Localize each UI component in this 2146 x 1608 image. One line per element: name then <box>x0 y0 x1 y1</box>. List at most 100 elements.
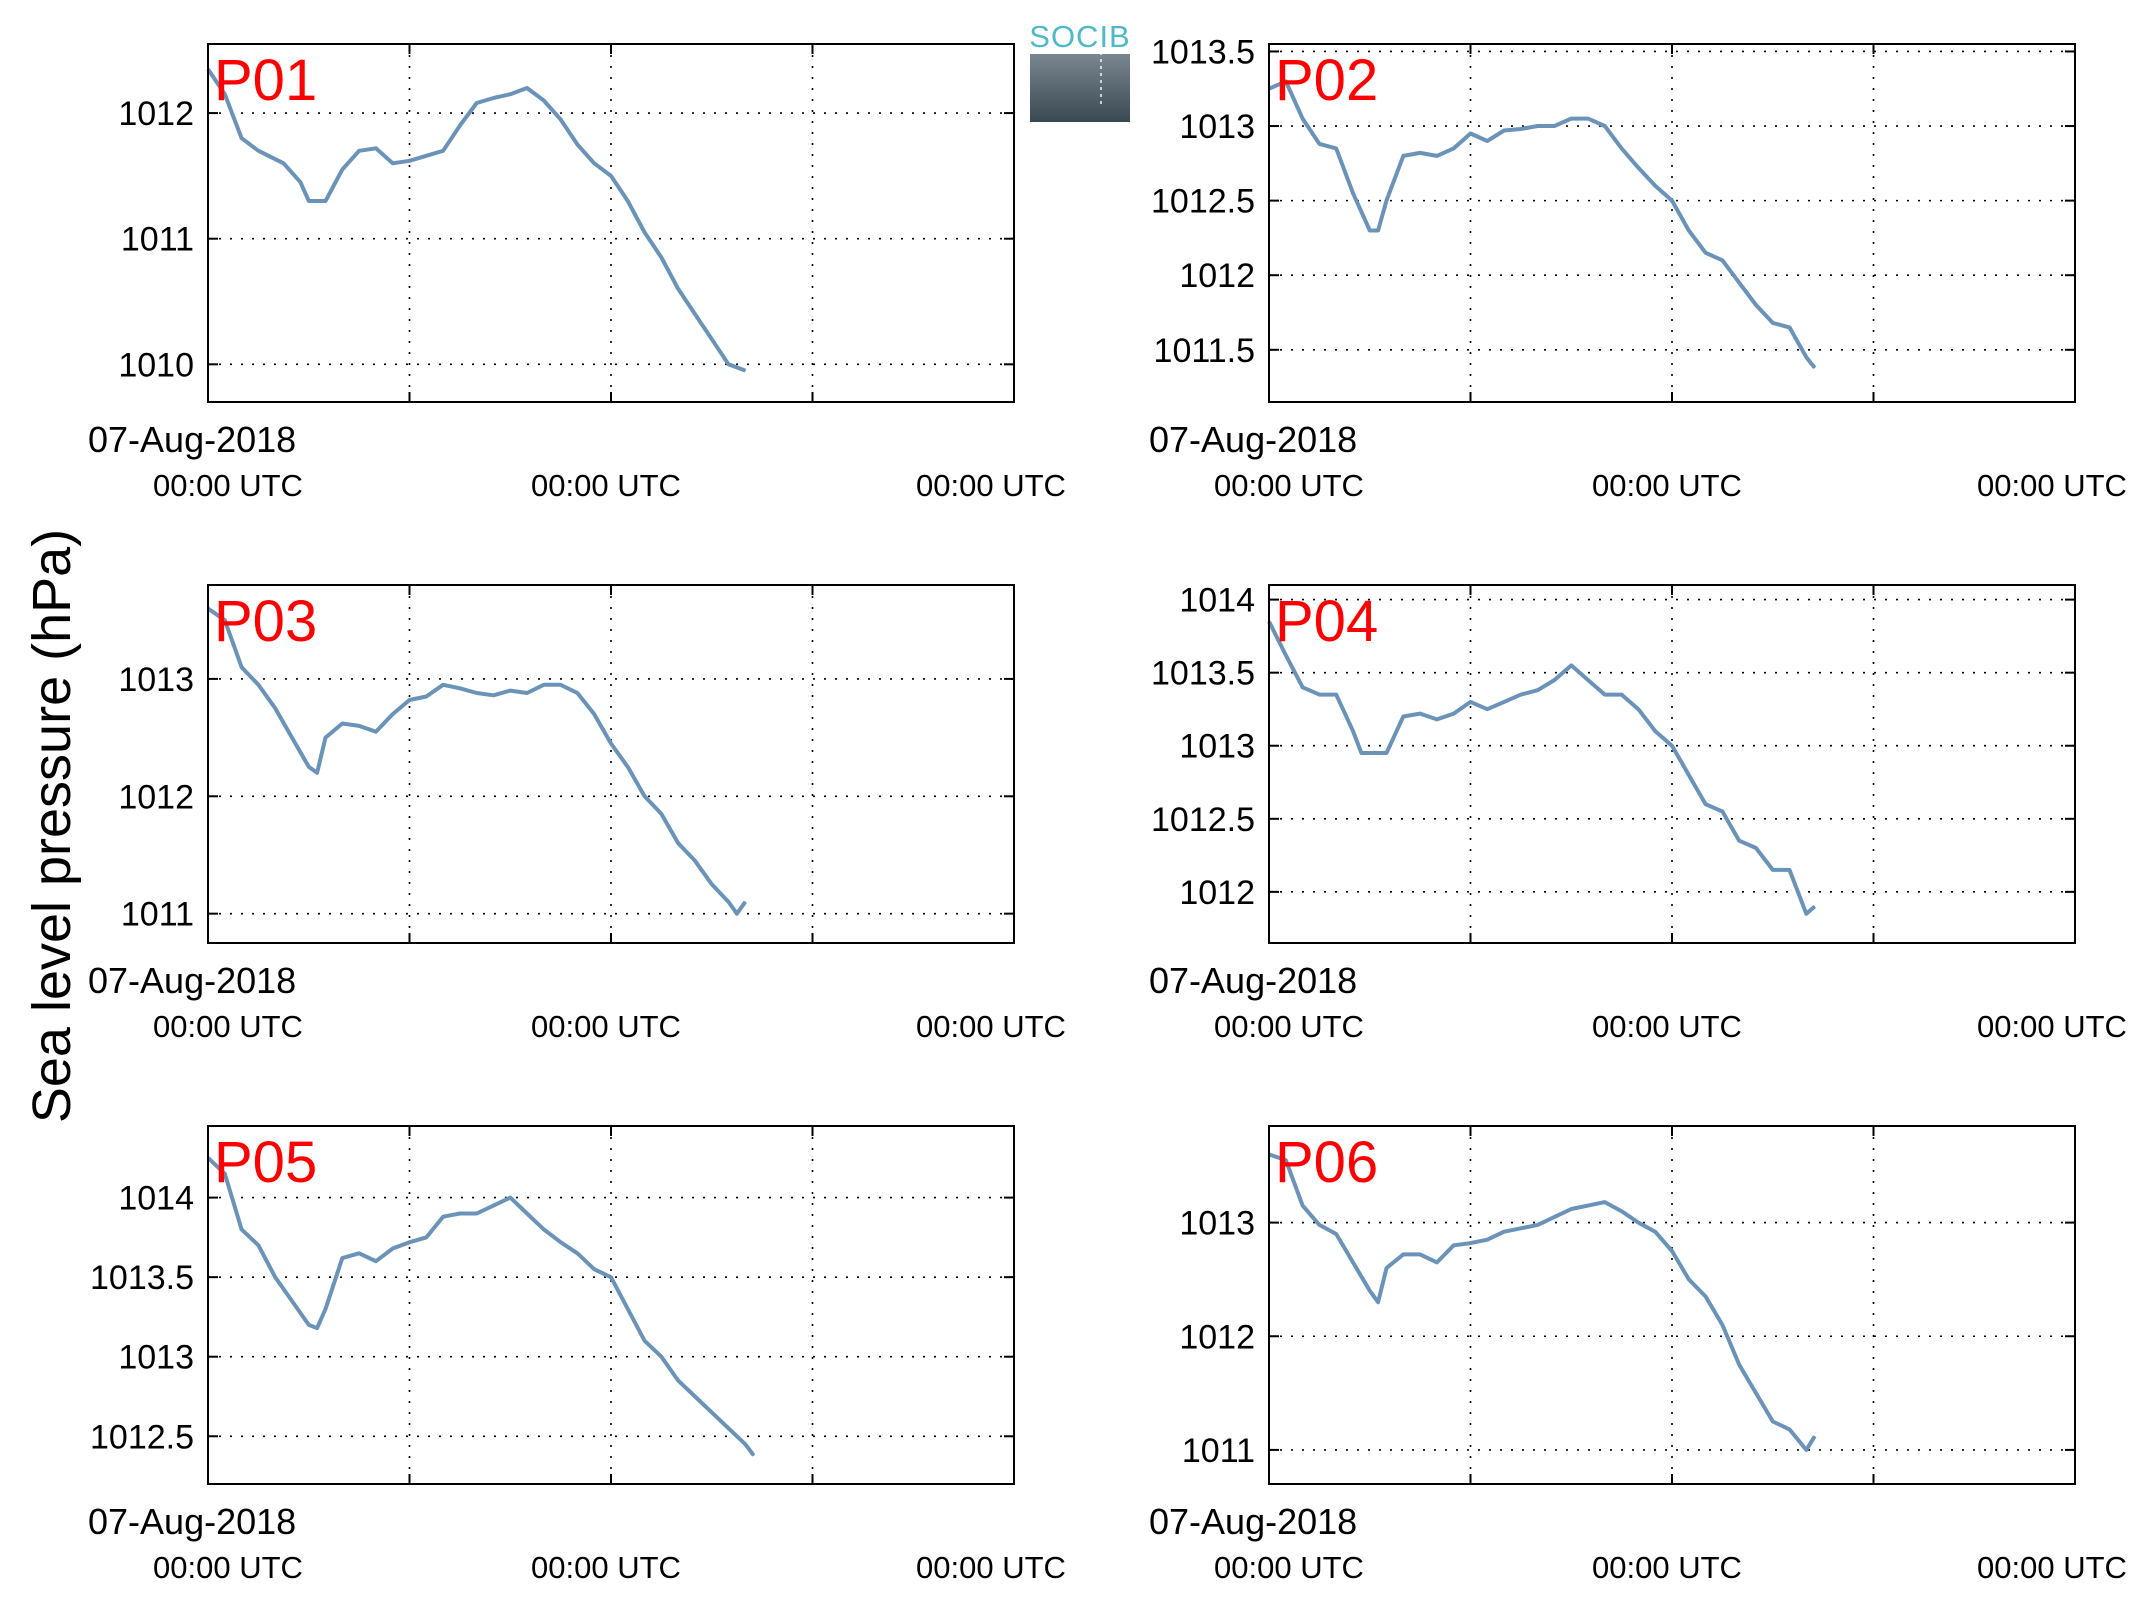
data-point <box>1637 1222 1639 1224</box>
x-tick-label: 00:00 UTC <box>153 1550 303 1585</box>
x-tick-label: 00:00 UTC <box>1977 1550 2127 1585</box>
data-point <box>442 684 444 686</box>
data-point <box>1553 679 1556 681</box>
data-point <box>442 150 444 152</box>
data-point <box>744 370 746 372</box>
data-point <box>1621 694 1623 696</box>
data-point <box>241 666 243 668</box>
x-tick-label: 00:00 UTC <box>1592 468 1742 503</box>
x-tick-label: 00:00 UTC <box>916 468 1066 503</box>
y-tick-label: 1012 <box>118 778 194 816</box>
data-point <box>476 102 478 104</box>
data-point <box>711 338 713 340</box>
data-point <box>1318 694 1320 696</box>
data-point <box>526 87 528 89</box>
data-point <box>1755 847 1757 849</box>
data-point <box>425 1236 427 1238</box>
data-point <box>627 1308 629 1310</box>
y-tick-label: 1013 <box>118 1339 194 1377</box>
panel-title: P03 <box>214 589 317 654</box>
data-point <box>677 288 679 290</box>
data-point <box>1318 143 1320 145</box>
data-point <box>1705 803 1707 805</box>
data-point <box>241 137 243 139</box>
x-tick-label: 00:00 UTC <box>1592 1009 1742 1044</box>
data-point <box>224 619 226 621</box>
data-point <box>1402 715 1404 718</box>
data-point <box>1285 80 1287 82</box>
data-point <box>727 363 730 365</box>
panel-p03: 1011 1012 1013 P03 07-Aug-2018 00:00 UTC 00:00… <box>88 584 1066 1044</box>
data-point <box>1469 701 1472 703</box>
panel-title: P04 <box>1275 589 1378 654</box>
x-tick-label: 00:00 UTC <box>1214 1550 1364 1585</box>
data-point <box>1436 155 1438 157</box>
y-tick-label: 1012.5 <box>1151 183 1255 221</box>
data-point <box>1360 752 1362 754</box>
data-point <box>375 731 377 733</box>
data-point <box>224 93 226 95</box>
data-point <box>1814 367 1816 369</box>
y-tick-label: 1011 <box>121 896 194 934</box>
data-point <box>1377 1301 1379 1303</box>
y-tick-label: 1012.5 <box>1151 801 1255 839</box>
data-point <box>1637 167 1639 169</box>
y-tick-label: 1013 <box>118 661 194 699</box>
data-point <box>257 684 259 686</box>
x-tick-label: 00:00 UTC <box>1592 1550 1742 1585</box>
data-point <box>1788 326 1791 328</box>
data-point <box>1520 128 1522 130</box>
axes-box <box>207 584 1015 944</box>
data-point <box>392 162 394 164</box>
data-point <box>1805 356 1807 358</box>
y-tick-label: 1012 <box>1179 874 1255 912</box>
data-point <box>341 1257 343 1259</box>
data-point <box>1621 147 1623 149</box>
panel-p06: 1011 1012 1013 P06 07-Aug-2018 00:00 UTC 00:00… <box>1149 1125 2127 1585</box>
y-tick-label: 1012 <box>1179 1318 1255 1356</box>
data-point <box>1688 1278 1690 1280</box>
y-tick-label: 1014 <box>118 1180 194 1218</box>
x-tick-label: 00:00 UTC <box>153 1009 303 1044</box>
x-tick-label: 00:00 UTC <box>916 1550 1066 1585</box>
data-point <box>1285 1159 1287 1161</box>
data-point <box>744 901 746 903</box>
data-point <box>610 742 612 745</box>
y-tick-label: 1012 <box>1179 257 1255 295</box>
series-line <box>1268 79 1817 369</box>
data-point <box>660 813 663 815</box>
data-point <box>425 695 427 698</box>
x-tick-label: 00:00 UTC <box>153 468 303 503</box>
data-point <box>1772 1420 1774 1423</box>
series-line <box>206 606 747 916</box>
x-date-label: 07-Aug-2018 <box>1149 419 1357 460</box>
data-point <box>1570 1208 1572 1210</box>
data-point <box>1772 869 1774 871</box>
data-point <box>1721 259 1723 261</box>
data-point <box>711 1411 713 1413</box>
data-point <box>1318 1224 1320 1226</box>
y-tick-label: 1012 <box>118 95 194 133</box>
data-point <box>1537 125 1539 127</box>
x-date-label: 07-Aug-2018 <box>88 419 296 460</box>
data-point <box>509 690 511 692</box>
data-point <box>257 150 259 152</box>
x-tick-label: 00:00 UTC <box>531 1550 681 1585</box>
x-tick-label: 00:00 UTC <box>1977 1009 2127 1044</box>
series-line <box>1267 620 1817 916</box>
data-point <box>1335 694 1337 696</box>
data-point <box>576 143 579 146</box>
data-point <box>358 725 360 727</box>
x-tick-label: 00:00 UTC <box>1214 1009 1364 1044</box>
data-point <box>1436 718 1438 721</box>
x-tick-label: 00:00 UTC <box>531 468 681 503</box>
data-point <box>476 692 478 694</box>
data-point <box>1788 1428 1791 1430</box>
socib-logo-text: SOCIB <box>1029 19 1130 54</box>
data-point <box>694 1395 696 1398</box>
data-point <box>392 713 394 715</box>
data-point <box>1419 1253 1421 1255</box>
data-point <box>1587 679 1589 681</box>
data-point <box>241 1228 243 1230</box>
